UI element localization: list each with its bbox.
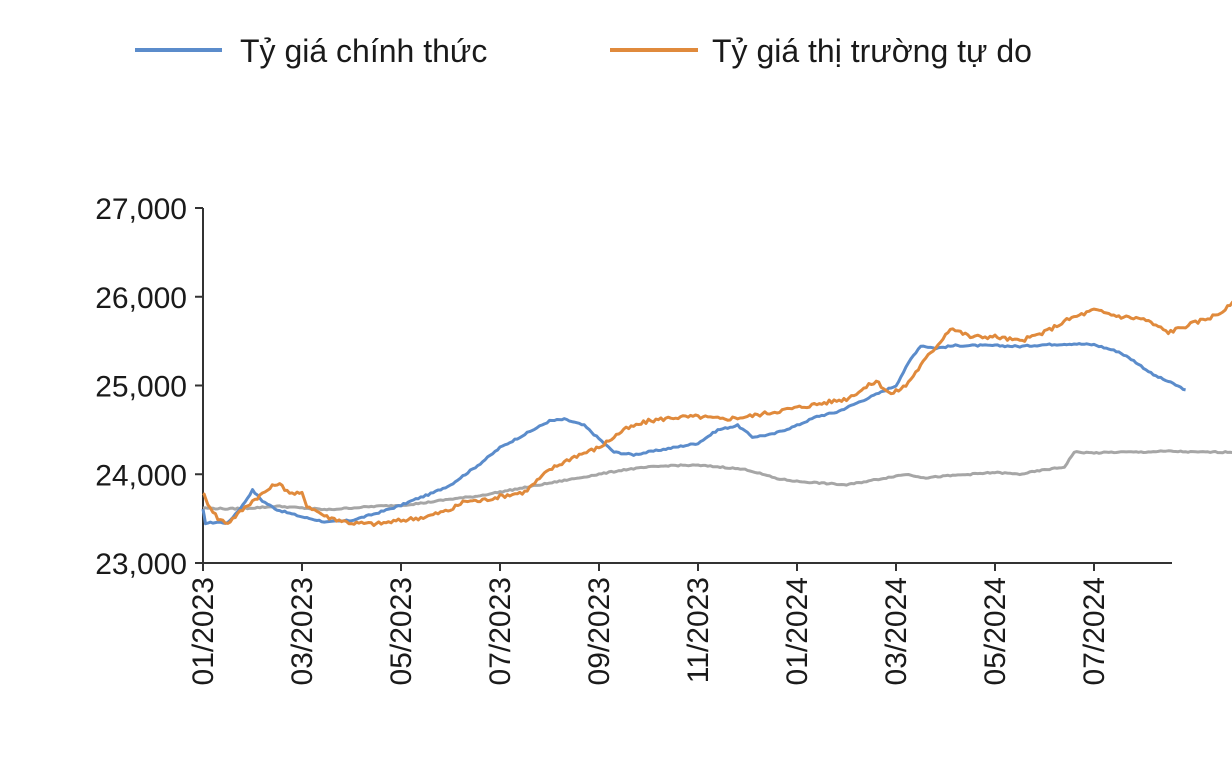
series-line-official	[201, 342, 1186, 526]
x-tick-label: 01/2023	[187, 577, 220, 685]
y-tick-label: 27,000	[95, 193, 187, 226]
series-line-gray	[202, 449, 1232, 512]
y-tick-label: 24,000	[95, 459, 187, 492]
legend-label-official: Tỷ giá chính thức	[240, 33, 487, 69]
x-tick-label: 05/2024	[979, 577, 1012, 685]
x-tick-label: 03/2023	[286, 577, 319, 685]
legend-label-free-market: Tỷ giá thị trường tự do	[712, 33, 1032, 69]
x-tick-label: 07/2024	[1078, 577, 1111, 685]
legend: Tỷ giá chính thức Tỷ giá thị trường tự d…	[135, 33, 1032, 69]
y-tick-label: 26,000	[95, 282, 187, 315]
series-group	[201, 300, 1232, 527]
x-tick-label: 09/2023	[583, 577, 616, 685]
series-line-free-market	[202, 300, 1232, 527]
x-tick-label: 03/2024	[880, 577, 913, 685]
x-tick-label: 05/2023	[385, 577, 418, 685]
x-tick-label: 11/2023	[682, 577, 715, 683]
y-tick-label: 25,000	[95, 371, 187, 404]
x-tick-label: 01/2024	[781, 577, 814, 685]
y-tick-label: 23,000	[95, 548, 187, 581]
x-tick-label: 07/2023	[484, 577, 517, 685]
x-axis: 01/2023 03/2023 05/2023 07/2023 09/2023 11/20…	[187, 562, 1172, 685]
y-axis: 23,000 24,000 25,000 26,000 27,000	[95, 193, 204, 581]
